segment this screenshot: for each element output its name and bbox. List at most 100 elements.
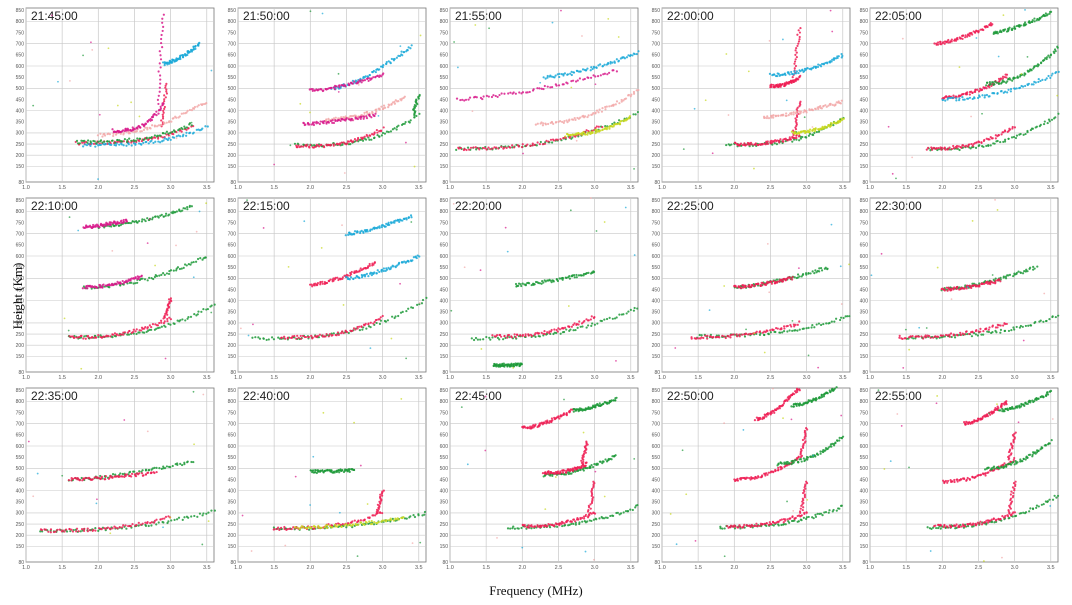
data-point — [187, 461, 189, 463]
data-point — [99, 133, 101, 135]
x-tick-label: 2.5 — [767, 375, 775, 381]
data-point — [142, 474, 144, 476]
data-point — [1020, 325, 1022, 327]
data-point — [840, 102, 842, 104]
data-point — [972, 92, 974, 94]
data-point — [794, 276, 796, 278]
data-point — [345, 117, 347, 119]
data-point — [185, 135, 187, 137]
data-point — [83, 530, 85, 532]
data-point — [1031, 69, 1033, 71]
data-point — [181, 128, 183, 130]
data-point — [513, 91, 515, 93]
data-point — [538, 332, 540, 334]
data-point — [542, 122, 544, 124]
data-point — [460, 147, 462, 149]
data-point — [387, 319, 389, 321]
data-point — [287, 337, 289, 339]
data-point — [155, 523, 157, 525]
data-point — [161, 518, 163, 520]
data-point — [796, 45, 798, 47]
data-point — [842, 317, 844, 319]
data-point — [1025, 325, 1027, 327]
data-point — [817, 108, 819, 110]
data-point — [754, 285, 756, 287]
data-point — [75, 336, 77, 338]
data-point — [373, 70, 375, 72]
data-point — [1042, 321, 1044, 323]
panel-timestamp: 22:10:00 — [31, 199, 78, 213]
y-tick-label: 750 — [16, 30, 25, 36]
data-point — [411, 259, 413, 261]
noise-point — [560, 10, 562, 12]
data-point — [764, 117, 766, 119]
data-point — [576, 276, 578, 278]
x-tick-label: 3.0 — [167, 185, 175, 191]
data-point — [516, 334, 518, 336]
data-point — [636, 307, 638, 309]
data-point — [988, 326, 990, 328]
y-tick-label: 800 — [860, 19, 869, 25]
data-point — [571, 71, 573, 73]
data-point — [87, 335, 89, 337]
data-point — [488, 337, 490, 339]
data-point — [366, 111, 368, 113]
data-point — [99, 284, 101, 286]
data-point — [978, 144, 980, 146]
data-point — [128, 334, 130, 336]
y-tick-label: 150 — [228, 544, 237, 550]
data-point — [455, 149, 457, 151]
data-point — [555, 85, 557, 87]
x-tick-label: 1.5 — [694, 375, 702, 381]
data-point — [123, 219, 125, 221]
data-point — [1048, 318, 1050, 320]
data-point — [351, 330, 353, 332]
noise-point — [625, 207, 627, 209]
data-point — [133, 471, 135, 473]
data-point — [167, 520, 169, 522]
data-point — [1006, 323, 1008, 325]
data-point — [978, 141, 980, 143]
data-point — [590, 77, 592, 79]
data-point — [545, 140, 547, 142]
y-tick-label: 300 — [16, 511, 25, 517]
data-point — [751, 285, 753, 287]
y-tick-label: 350 — [440, 120, 449, 126]
data-point — [591, 315, 593, 317]
data-point — [335, 117, 337, 119]
data-point — [139, 331, 141, 333]
data-point — [543, 330, 545, 332]
data-point — [969, 93, 971, 95]
data-point — [630, 93, 632, 95]
y-tick-label: 750 — [860, 30, 869, 36]
data-point — [85, 338, 87, 340]
data-point — [305, 336, 307, 338]
data-point — [555, 75, 557, 77]
data-point — [160, 38, 162, 40]
y-tick-label: 250 — [860, 142, 869, 148]
data-point — [144, 326, 146, 328]
data-point — [358, 277, 360, 279]
data-point — [150, 329, 152, 331]
data-point — [134, 330, 136, 332]
data-point — [159, 83, 161, 85]
data-point — [1016, 326, 1018, 328]
data-point — [990, 83, 992, 85]
noise-point — [196, 231, 198, 233]
data-point — [302, 146, 304, 148]
noise-point — [37, 473, 39, 475]
data-point — [982, 330, 984, 332]
data-point — [160, 107, 162, 109]
y-tick-label: 80 — [18, 370, 24, 376]
data-point — [168, 317, 170, 319]
data-point — [101, 476, 103, 478]
x-tick-label: 2.0 — [938, 185, 946, 191]
data-point — [162, 272, 164, 274]
data-point — [358, 326, 360, 328]
data-point — [981, 89, 983, 91]
data-point — [79, 479, 81, 481]
data-point — [515, 93, 517, 95]
data-point — [969, 97, 971, 99]
noise-point — [193, 276, 195, 278]
data-point — [176, 464, 178, 466]
